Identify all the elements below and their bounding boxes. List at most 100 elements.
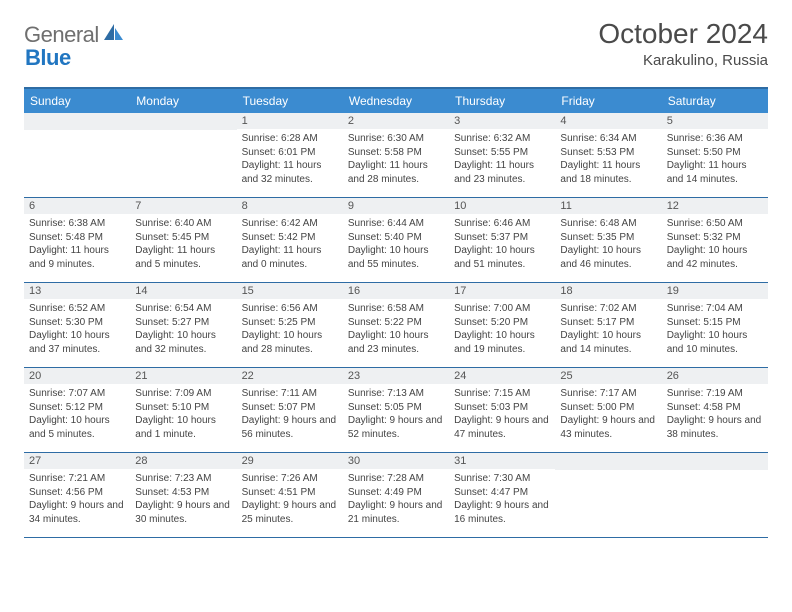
day-number: 6: [24, 198, 130, 214]
daylight-text: Daylight: 10 hours and 19 minutes.: [454, 329, 550, 356]
sunset-text: Sunset: 4:56 PM: [29, 486, 125, 500]
daylight-text: Daylight: 10 hours and 32 minutes.: [135, 329, 231, 356]
day-number: 16: [343, 283, 449, 299]
day-header-row: Sunday Monday Tuesday Wednesday Thursday…: [24, 89, 768, 113]
day-number: 28: [130, 453, 236, 469]
daylight-text: Daylight: 9 hours and 21 minutes.: [348, 499, 444, 526]
day-body: Sunrise: 7:19 AMSunset: 4:58 PMDaylight:…: [662, 384, 768, 446]
daylight-text: Daylight: 9 hours and 52 minutes.: [348, 414, 444, 441]
day-number: 14: [130, 283, 236, 299]
daylight-text: Daylight: 10 hours and 5 minutes.: [29, 414, 125, 441]
sunset-text: Sunset: 5:32 PM: [667, 231, 763, 245]
day-body: Sunrise: 6:48 AMSunset: 5:35 PMDaylight:…: [555, 214, 661, 276]
day-header-thu: Thursday: [449, 89, 555, 113]
day-cell: 27 Sunrise: 7:21 AMSunset: 4:56 PMDayligh…: [24, 453, 130, 537]
day-cell: 29Sunrise: 7:26 AMSunset: 4:51 PMDayligh…: [237, 453, 343, 537]
day-body: Sunrise: 7:13 AMSunset: 5:05 PMDaylight:…: [343, 384, 449, 446]
daylight-text: Daylight: 11 hours and 32 minutes.: [242, 159, 338, 186]
daylight-text: Daylight: 9 hours and 47 minutes.: [454, 414, 550, 441]
sunrise-text: Sunrise: 7:04 AM: [667, 302, 763, 316]
day-cell: 17Sunrise: 7:00 AMSunset: 5:20 PMDayligh…: [449, 283, 555, 367]
daylight-text: Daylight: 10 hours and 28 minutes.: [242, 329, 338, 356]
day-number: 31: [449, 453, 555, 469]
sunset-text: Sunset: 5:30 PM: [29, 316, 125, 330]
sunset-text: Sunset: 5:20 PM: [454, 316, 550, 330]
sunrise-text: Sunrise: 6:54 AM: [135, 302, 231, 316]
sunrise-text: Sunrise: 6:32 AM: [454, 132, 550, 146]
sunset-text: Sunset: 5:05 PM: [348, 401, 444, 415]
daylight-text: Daylight: 9 hours and 56 minutes.: [242, 414, 338, 441]
day-number: 27: [24, 453, 130, 469]
sunset-text: Sunset: 5:12 PM: [29, 401, 125, 415]
day-body: Sunrise: 7:30 AMSunset: 4:47 PMDaylight:…: [449, 469, 555, 531]
sunset-text: Sunset: 5:25 PM: [242, 316, 338, 330]
day-header-tue: Tuesday: [237, 89, 343, 113]
day-cell: 26Sunrise: 7:19 AMSunset: 4:58 PMDayligh…: [662, 368, 768, 452]
day-body: Sunrise: 7:11 AMSunset: 5:07 PMDaylight:…: [237, 384, 343, 446]
day-number: 30: [343, 453, 449, 469]
day-cell: 14Sunrise: 6:54 AMSunset: 5:27 PMDayligh…: [130, 283, 236, 367]
sunrise-text: Sunrise: 6:48 AM: [560, 217, 656, 231]
daylight-text: Daylight: 10 hours and 46 minutes.: [560, 244, 656, 271]
sunrise-text: Sunrise: 7:13 AM: [348, 387, 444, 401]
day-body: Sunrise: 6:50 AMSunset: 5:32 PMDaylight:…: [662, 214, 768, 276]
sunset-text: Sunset: 5:07 PM: [242, 401, 338, 415]
logo-sail-icon: [103, 23, 125, 48]
daylight-text: Daylight: 9 hours and 34 minutes.: [29, 499, 125, 526]
day-number: 24: [449, 368, 555, 384]
day-number: 3: [449, 113, 555, 129]
day-header-mon: Monday: [130, 89, 236, 113]
daylight-text: Daylight: 10 hours and 10 minutes.: [667, 329, 763, 356]
day-body: Sunrise: 6:32 AMSunset: 5:55 PMDaylight:…: [449, 129, 555, 191]
sunrise-text: Sunrise: 6:56 AM: [242, 302, 338, 316]
day-cell: [555, 453, 661, 537]
day-number: 22: [237, 368, 343, 384]
daylight-text: Daylight: 9 hours and 25 minutes.: [242, 499, 338, 526]
day-body: Sunrise: 7:02 AMSunset: 5:17 PMDaylight:…: [555, 299, 661, 361]
day-number: 29: [237, 453, 343, 469]
week-row: 20Sunrise: 7:07 AMSunset: 5:12 PMDayligh…: [24, 368, 768, 453]
daylight-text: Daylight: 10 hours and 51 minutes.: [454, 244, 550, 271]
sunrise-text: Sunrise: 7:17 AM: [560, 387, 656, 401]
sunset-text: Sunset: 4:47 PM: [454, 486, 550, 500]
day-body: Sunrise: 7:00 AMSunset: 5:20 PMDaylight:…: [449, 299, 555, 361]
day-number: 10: [449, 198, 555, 214]
sunrise-text: Sunrise: 6:46 AM: [454, 217, 550, 231]
day-cell: 28Sunrise: 7:23 AMSunset: 4:53 PMDayligh…: [130, 453, 236, 537]
day-body: Sunrise: 7:28 AMSunset: 4:49 PMDaylight:…: [343, 469, 449, 531]
day-cell: 2Sunrise: 6:30 AMSunset: 5:58 PMDaylight…: [343, 113, 449, 197]
day-number: 23: [343, 368, 449, 384]
sunset-text: Sunset: 5:27 PM: [135, 316, 231, 330]
day-cell: 23Sunrise: 7:13 AMSunset: 5:05 PMDayligh…: [343, 368, 449, 452]
day-header-sun: Sunday: [24, 89, 130, 113]
sunrise-text: Sunrise: 6:40 AM: [135, 217, 231, 231]
day-cell: 1Sunrise: 6:28 AMSunset: 6:01 PMDaylight…: [237, 113, 343, 197]
sunset-text: Sunset: 5:42 PM: [242, 231, 338, 245]
day-number-empty: [24, 113, 130, 130]
sunrise-text: Sunrise: 7:00 AM: [454, 302, 550, 316]
sunrise-text: Sunrise: 6:28 AM: [242, 132, 338, 146]
day-cell: 3Sunrise: 6:32 AMSunset: 5:55 PMDaylight…: [449, 113, 555, 197]
day-body: Sunrise: 6:58 AMSunset: 5:22 PMDaylight:…: [343, 299, 449, 361]
day-number: 7: [130, 198, 236, 214]
daylight-text: Daylight: 9 hours and 38 minutes.: [667, 414, 763, 441]
day-body: Sunrise: 6:54 AMSunset: 5:27 PMDaylight:…: [130, 299, 236, 361]
sunset-text: Sunset: 5:40 PM: [348, 231, 444, 245]
day-header-fri: Friday: [555, 89, 661, 113]
daylight-text: Daylight: 9 hours and 30 minutes.: [135, 499, 231, 526]
calendar: Sunday Monday Tuesday Wednesday Thursday…: [24, 87, 768, 538]
day-body: Sunrise: 7:09 AMSunset: 5:10 PMDaylight:…: [130, 384, 236, 446]
sunset-text: Sunset: 5:22 PM: [348, 316, 444, 330]
day-number: 2: [343, 113, 449, 129]
daylight-text: Daylight: 10 hours and 55 minutes.: [348, 244, 444, 271]
sunrise-text: Sunrise: 7:11 AM: [242, 387, 338, 401]
sunrise-text: Sunrise: 7:21 AM: [29, 472, 125, 486]
week-row: 1Sunrise: 6:28 AMSunset: 6:01 PMDaylight…: [24, 113, 768, 198]
day-cell: 10Sunrise: 6:46 AMSunset: 5:37 PMDayligh…: [449, 198, 555, 282]
daylight-text: Daylight: 10 hours and 42 minutes.: [667, 244, 763, 271]
day-cell: 20Sunrise: 7:07 AMSunset: 5:12 PMDayligh…: [24, 368, 130, 452]
sunset-text: Sunset: 4:49 PM: [348, 486, 444, 500]
day-number: 13: [24, 283, 130, 299]
day-cell: 4Sunrise: 6:34 AMSunset: 5:53 PMDaylight…: [555, 113, 661, 197]
day-body: Sunrise: 6:40 AMSunset: 5:45 PMDaylight:…: [130, 214, 236, 276]
